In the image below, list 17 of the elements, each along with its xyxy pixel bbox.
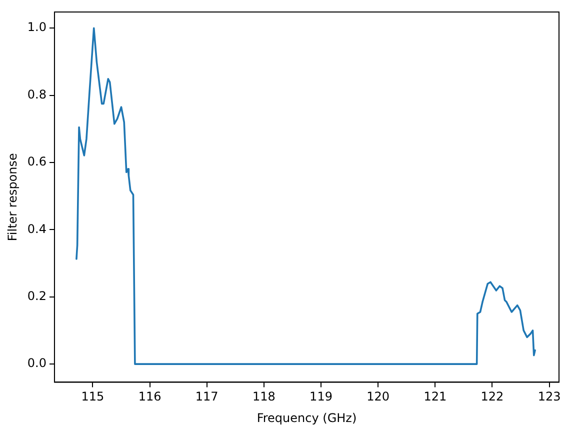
x-tick-label: 123 xyxy=(538,390,561,404)
y-tick-label: 0.8 xyxy=(27,87,46,102)
y-axis-title: Filter response xyxy=(5,153,20,242)
y-tick-label: 0.0 xyxy=(27,356,46,370)
y-tick-label: 1.0 xyxy=(27,20,46,34)
x-tick-label: 116 xyxy=(138,390,162,404)
x-tick-label: 121 xyxy=(424,390,447,404)
y-tick-label: 0.6 xyxy=(27,154,46,169)
y-tick-label: 0.4 xyxy=(27,222,46,236)
x-tick-label: 122 xyxy=(480,390,504,404)
x-tick-label: 117 xyxy=(195,390,218,404)
y-tick-label: 0.2 xyxy=(27,289,46,303)
x-tick-label: 118 xyxy=(252,390,276,404)
x-tick-label: 119 xyxy=(310,390,332,404)
x-tick-label: 115 xyxy=(81,390,104,404)
x-axis-title: Frequency (GHz) xyxy=(256,410,357,425)
x-tick-label: 120 xyxy=(366,390,390,404)
